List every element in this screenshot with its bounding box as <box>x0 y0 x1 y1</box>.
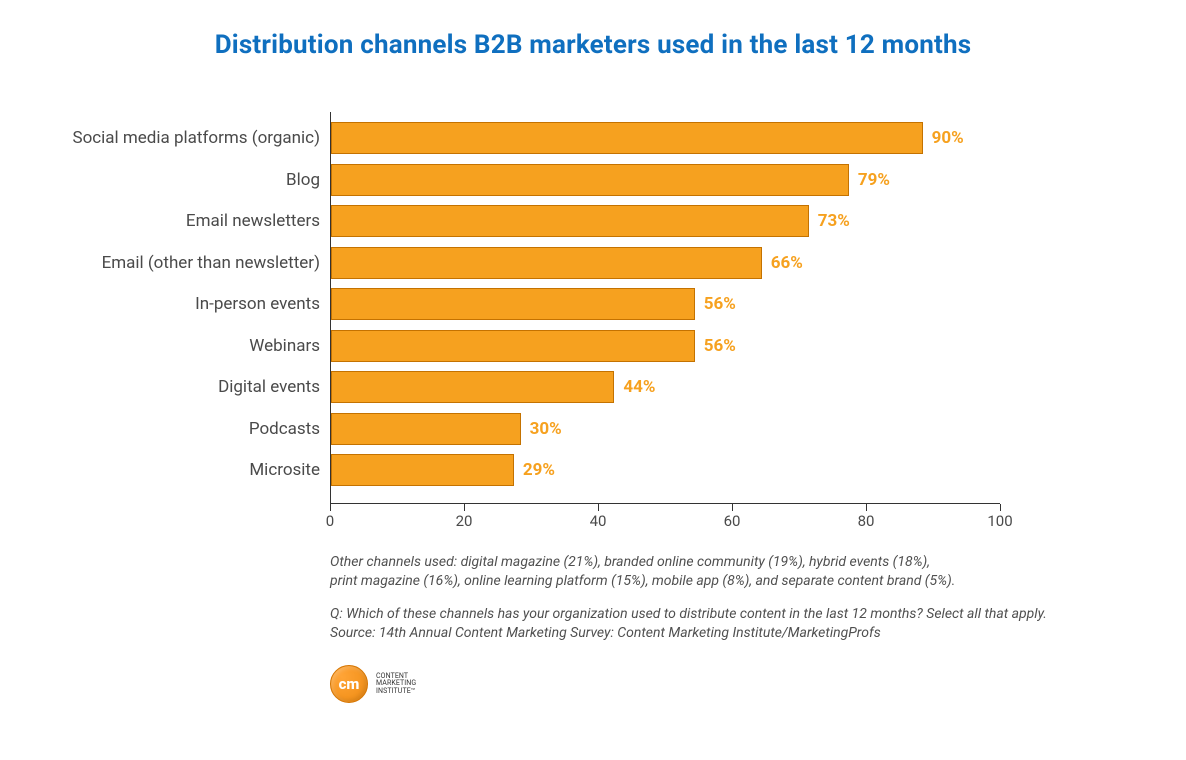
bar-row: 56% <box>330 330 1000 362</box>
bar-value-label: 66% <box>771 253 803 273</box>
plot: 90% 79% 73% 66% 56% 56% 44% 30% 29% <box>330 112 1000 504</box>
bar <box>331 122 923 154</box>
bar-row: 73% <box>330 205 1000 237</box>
bar-row: 44% <box>330 371 1000 403</box>
bar-value-label: 44% <box>623 377 655 397</box>
x-tick-label: 20 <box>456 512 473 530</box>
brand-logo-badge: cm <box>330 665 368 703</box>
x-tick <box>464 504 465 511</box>
bar-row: 79% <box>330 164 1000 196</box>
footnotes: Other channels used: digital magazine (2… <box>330 553 1120 643</box>
category-label: Digital events <box>218 377 320 397</box>
x-axis-line <box>330 503 1000 504</box>
bar-value-label: 90% <box>932 128 964 148</box>
bar-value-label: 73% <box>818 211 850 231</box>
category-label: Social media platforms (organic) <box>72 128 320 148</box>
category-label: Podcasts <box>249 419 320 439</box>
bar-row: 90% <box>330 122 1000 154</box>
category-label: Email (other than newsletter) <box>102 253 320 273</box>
x-tick <box>866 504 867 511</box>
bar <box>331 330 695 362</box>
x-tick-label: 100 <box>987 512 1012 530</box>
x-tick-label: 40 <box>590 512 607 530</box>
category-label: In-person events <box>195 294 320 314</box>
x-tick-label: 60 <box>724 512 741 530</box>
brand-monogram: cm <box>339 675 360 693</box>
bar <box>331 288 695 320</box>
brand-logo-text: CONTENT MARKETING INSTITUTE™ <box>376 673 416 696</box>
x-tick-label: 80 <box>858 512 875 530</box>
bar <box>331 371 614 403</box>
chart-container: Distribution channels B2B marketers used… <box>0 0 1186 760</box>
plot-area: 90%79%73%66%56%56%44%30%29% 020406080100… <box>330 112 1000 504</box>
x-tick <box>1000 504 1001 511</box>
footnote-line: print magazine (16%), online learning pl… <box>330 572 1120 591</box>
category-label: Microsite <box>249 460 320 480</box>
bar <box>331 413 521 445</box>
bar <box>331 164 849 196</box>
bar-row: 66% <box>330 247 1000 279</box>
x-tick <box>598 504 599 511</box>
chart-title: Distribution channels B2B marketers used… <box>0 30 1186 60</box>
x-tick <box>330 504 331 511</box>
footnote-source: Source: 14th Annual Content Marketing Su… <box>330 624 1120 643</box>
bar-value-label: 30% <box>530 419 562 439</box>
bar-row: 29% <box>330 454 1000 486</box>
bar-value-label: 56% <box>704 336 736 356</box>
bar-value-label: 56% <box>704 294 736 314</box>
category-label: Webinars <box>249 336 320 356</box>
category-label: Blog <box>286 170 320 190</box>
bar-row: 30% <box>330 413 1000 445</box>
bar-value-label: 29% <box>523 460 555 480</box>
brand-logo: cm CONTENT MARKETING INSTITUTE™ <box>330 665 416 703</box>
bar-row: 56% <box>330 288 1000 320</box>
footnote-question: Q: Which of these channels has your orga… <box>330 605 1120 624</box>
bars-group: 90% 79% 73% 66% 56% 56% 44% 30% 29% <box>330 122 1000 496</box>
category-label: Email newsletters <box>186 211 320 231</box>
bar-value-label: 79% <box>858 170 890 190</box>
bar <box>331 454 514 486</box>
footnote-line: Other channels used: digital magazine (2… <box>330 553 1120 572</box>
x-tick-label: 0 <box>326 512 334 530</box>
bar <box>331 205 809 237</box>
bar <box>331 247 762 279</box>
x-tick <box>732 504 733 511</box>
brand-text-line: INSTITUTE™ <box>376 688 416 696</box>
